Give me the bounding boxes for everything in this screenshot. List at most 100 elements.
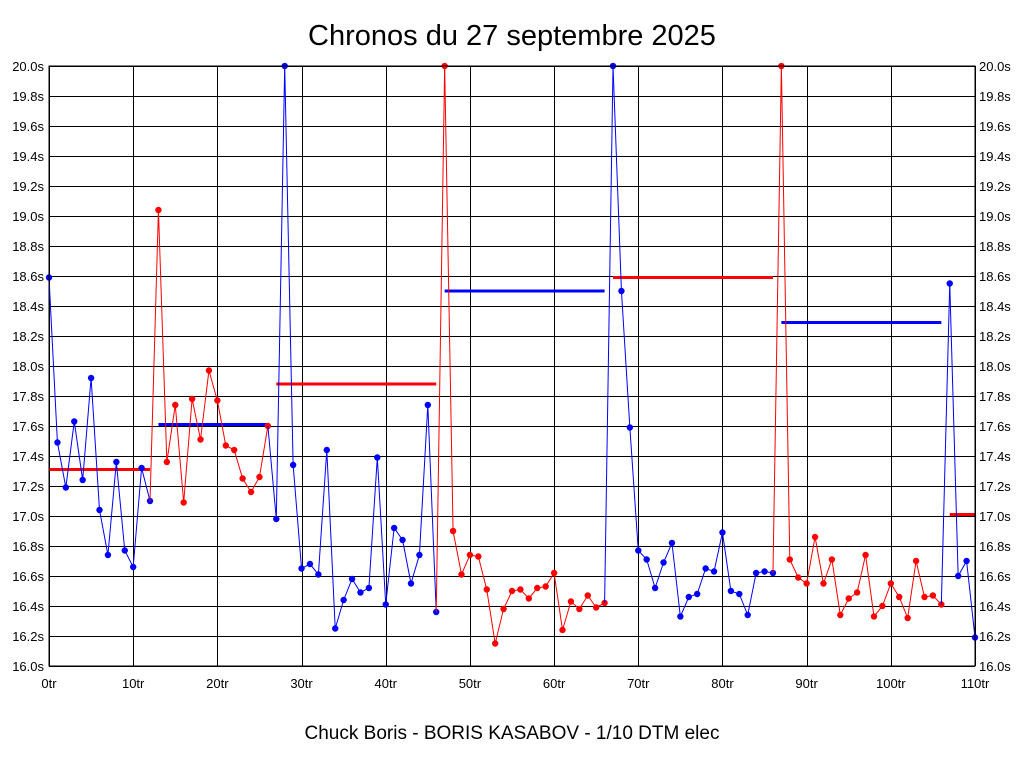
data-point — [954, 572, 962, 580]
average-bars — [49, 276, 975, 516]
data-point — [121, 547, 128, 554]
data-point — [626, 424, 634, 431]
series-connector — [940, 283, 951, 605]
data-point — [929, 592, 937, 599]
data-point — [534, 584, 541, 592]
y-tick-label-right: 16.4s — [979, 599, 1011, 614]
data-point — [407, 580, 415, 587]
data-point — [163, 458, 171, 466]
y-tick-label-left: 17.2s — [12, 479, 44, 494]
data-point — [214, 397, 221, 404]
data-point — [239, 475, 246, 482]
data-point — [576, 605, 583, 613]
x-tick-label: 60tr — [543, 676, 566, 691]
y-axis-right: 16.0s 16.2s 16.4s 16.6s 16.8s 17.0s 17.2s 17.4s… — [979, 59, 1011, 674]
x-axis: 0tr 10tr 20tr 30tr 40tr 50tr 60tr 70tr 80tr 90tr 1… — [41, 676, 990, 691]
y-tick-label-left: 19.0s — [12, 209, 44, 224]
y-tick-label-left: 18.0s — [12, 359, 44, 374]
data-point — [382, 601, 389, 608]
y-tick-label-left: 18.4s — [12, 299, 44, 314]
x-tick-label: 80tr — [711, 676, 734, 691]
series-connector — [149, 209, 159, 502]
data-point — [694, 590, 701, 598]
data-point — [458, 571, 465, 578]
data-point — [416, 551, 423, 559]
data-point — [399, 536, 406, 544]
y-tick-label-left: 19.2s — [12, 179, 44, 194]
y-tick-label-right: 17.4s — [979, 449, 1011, 464]
data-point — [685, 593, 692, 601]
series-red — [435, 62, 608, 647]
y-axis-left: 16.0s 16.2s 16.4s 16.6s 16.8s 17.0s 17.2s 17.4s… — [12, 59, 44, 674]
grid — [49, 66, 976, 667]
y-tick-label-left: 17.8s — [12, 389, 44, 404]
data-point — [845, 595, 852, 602]
y-tick-label-left: 17.4s — [12, 449, 44, 464]
data-point — [803, 580, 810, 587]
data-point — [188, 395, 196, 403]
data-point — [483, 586, 490, 593]
data-point — [273, 515, 280, 523]
data-point — [54, 439, 61, 446]
series-blue — [45, 274, 154, 571]
y-tick-label-right: 16.6s — [979, 569, 1011, 584]
data-point — [323, 446, 330, 454]
x-tick-label: 50tr — [459, 676, 482, 691]
data-point — [736, 590, 743, 598]
series-blue — [267, 62, 440, 632]
data-point — [79, 476, 86, 484]
chart-title: Chronos du 27 septembre 2025 — [308, 20, 716, 52]
y-tick-label-right: 16.8s — [979, 539, 1011, 554]
y-tick-label-left: 18.8s — [12, 239, 44, 254]
x-tick-label: 40tr — [375, 676, 398, 691]
y-tick-label-right: 19.0s — [979, 209, 1011, 224]
series-connector — [772, 65, 782, 574]
y-tick-label-right: 18.0s — [979, 359, 1011, 374]
y-tick-label-left: 17.6s — [12, 419, 44, 434]
y-tick-label-right: 18.8s — [979, 239, 1011, 254]
data-point — [374, 454, 381, 461]
data-point — [550, 569, 558, 577]
y-tick-label-right: 18.6s — [979, 269, 1011, 284]
y-tick-label-left: 19.4s — [12, 149, 44, 164]
data-point — [172, 401, 179, 409]
data-point — [390, 524, 398, 532]
y-tick-label-right: 18.2s — [979, 329, 1011, 344]
x-tick-label: 20tr — [206, 676, 229, 691]
y-tick-label-left: 19.8s — [12, 89, 44, 104]
data-point — [643, 556, 650, 563]
data-point — [62, 484, 70, 491]
data-point — [710, 568, 718, 575]
series-layer — [45, 62, 979, 647]
y-tick-label-right: 20.0s — [979, 59, 1011, 74]
data-point — [357, 589, 364, 596]
data-point — [449, 527, 457, 535]
data-point — [887, 580, 895, 587]
data-point — [668, 539, 676, 547]
data-point — [424, 401, 432, 409]
data-point — [677, 613, 684, 620]
data-point — [752, 569, 760, 577]
data-point — [231, 446, 238, 454]
data-point — [508, 587, 516, 595]
data-point — [205, 367, 213, 374]
y-tick-label-right: 17.6s — [979, 419, 1011, 434]
data-point — [870, 613, 878, 620]
x-tick-label: 30tr — [290, 676, 313, 691]
series-red — [149, 206, 272, 506]
data-point — [744, 611, 751, 619]
data-point — [719, 529, 726, 536]
y-tick-label-right: 19.6s — [979, 119, 1011, 134]
data-point — [853, 589, 861, 596]
data-point — [651, 584, 659, 592]
x-tick-label: 70tr — [627, 676, 650, 691]
series-blue — [940, 280, 979, 641]
data-point — [904, 614, 911, 622]
y-tick-label-left: 16.2s — [12, 629, 44, 644]
data-point — [727, 587, 735, 595]
y-tick-label-left: 20.0s — [12, 59, 44, 74]
y-tick-label-left: 18.2s — [12, 329, 44, 344]
data-point — [104, 551, 112, 559]
data-point — [475, 553, 482, 560]
